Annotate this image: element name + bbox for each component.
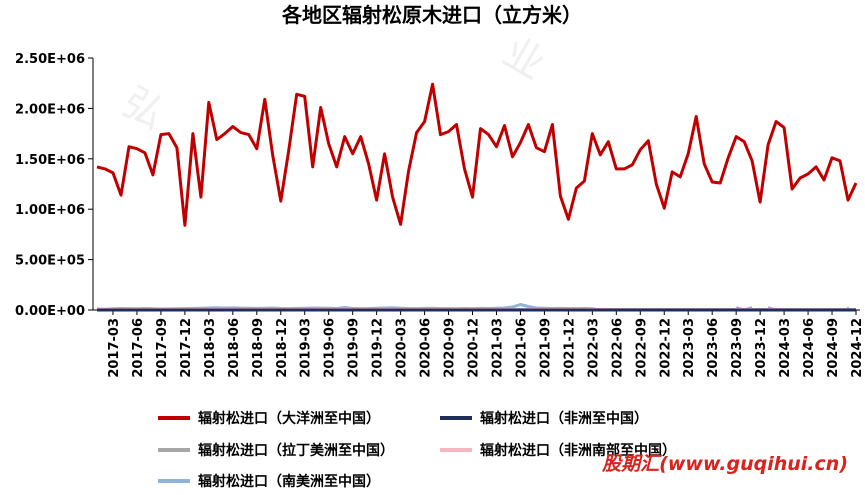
x-tick-label: 2023-06	[706, 318, 721, 378]
legend-label: 辐射松进口（非洲南部至中国）	[480, 442, 676, 459]
x-tick-label: 2021-03	[490, 318, 505, 378]
x-tick-label: 2022-03	[586, 318, 601, 378]
y-tick-label: 5.00E+05	[15, 254, 85, 269]
x-tick-label: 2017-12	[179, 318, 194, 378]
x-axis: 2017-03 2017-06 2017-09 2017-12 2018-03 2018-…	[93, 309, 865, 378]
x-tick-label: 2019-06	[323, 318, 338, 378]
x-tick-label: 2024-12	[850, 318, 865, 378]
x-tick-label: 2022-09	[634, 318, 649, 378]
watermark-bg-text-1: 弘	[115, 79, 173, 139]
x-tick-label: 2019-12	[371, 318, 386, 378]
y-axis: 2.50E+06 2.00E+06 1.50E+06 1.00E+06 5.00E+05…	[15, 52, 94, 319]
x-tick-label: 2017-06	[131, 318, 146, 378]
y-tick-label: 1.00E+06	[15, 203, 85, 218]
chart-title: 各地区辐射松原木进口（立方米）	[281, 3, 582, 27]
legend-label: 辐射松进口（拉丁美洲至中国）	[198, 442, 394, 459]
x-tick-label: 2021-06	[514, 318, 529, 378]
x-tick-label: 2019-09	[347, 318, 362, 378]
x-tick-label: 2024-03	[778, 318, 793, 378]
legend-label: 辐射松进口（非洲至中国）	[480, 410, 648, 427]
x-tick-label: 2021-09	[538, 318, 553, 378]
x-tick-label: 2024-06	[802, 318, 817, 378]
x-tick-label: 2020-12	[467, 318, 482, 378]
x-tick-label: 2018-06	[227, 318, 242, 378]
x-tick-label: 2024-09	[826, 318, 841, 378]
y-tick-label: 0.00E+00	[15, 304, 85, 319]
x-tick-label: 2023-03	[682, 318, 697, 378]
x-tick-label: 2022-12	[658, 318, 673, 378]
watermark-bg-text-2: 业	[495, 29, 553, 89]
x-tick-label: 2020-06	[419, 318, 434, 378]
x-tick-label: 2020-09	[443, 318, 458, 378]
x-tick-label: 2018-12	[275, 318, 290, 378]
x-tick-label: 2018-09	[251, 318, 266, 378]
x-tick-label: 2020-03	[395, 318, 410, 378]
x-tick-label: 2017-03	[107, 318, 122, 378]
legend-label: 辐射松进口（大洋洲至中国）	[198, 410, 380, 427]
watermark-text: 股期汇(www.guqihui.cn)	[601, 453, 848, 475]
y-tick-label: 1.50E+06	[15, 153, 85, 168]
x-tick-label: 2019-03	[299, 318, 314, 378]
x-tick-label: 2022-06	[610, 318, 625, 378]
watermark-background: 弘 业	[115, 29, 553, 139]
x-tick-label: 2021-12	[562, 318, 577, 378]
x-tick-label: 2023-09	[730, 318, 745, 378]
legend-label: 辐射松进口（南美洲至中国）	[198, 473, 380, 490]
x-tick-label: 2017-09	[155, 318, 170, 378]
y-tick-label: 2.00E+06	[15, 102, 85, 117]
legend: 辐射松进口（大洋洲至中国） 辐射松进口（非洲至中国） 辐射松进口（拉丁美洲至中国） 辐…	[158, 410, 676, 490]
x-tick-label: 2023-12	[754, 318, 769, 378]
series-layer	[96, 82, 858, 312]
x-tick-label: 2018-03	[203, 318, 218, 378]
series-line-0	[96, 82, 858, 227]
y-tick-label: 2.50E+06	[15, 52, 85, 67]
